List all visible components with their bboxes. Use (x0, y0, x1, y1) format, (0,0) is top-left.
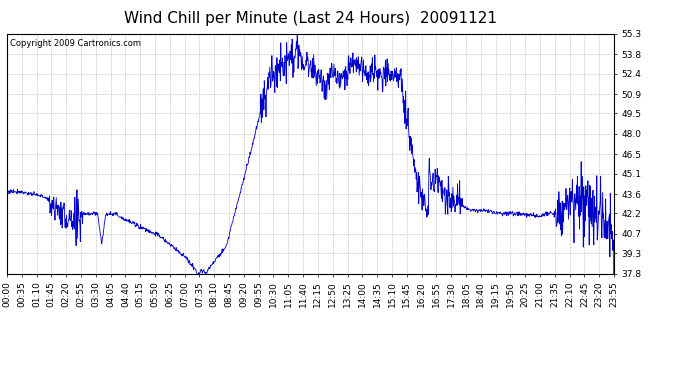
Text: Copyright 2009 Cartronics.com: Copyright 2009 Cartronics.com (10, 39, 141, 48)
Text: Wind Chill per Minute (Last 24 Hours)  20091121: Wind Chill per Minute (Last 24 Hours) 20… (124, 11, 497, 26)
